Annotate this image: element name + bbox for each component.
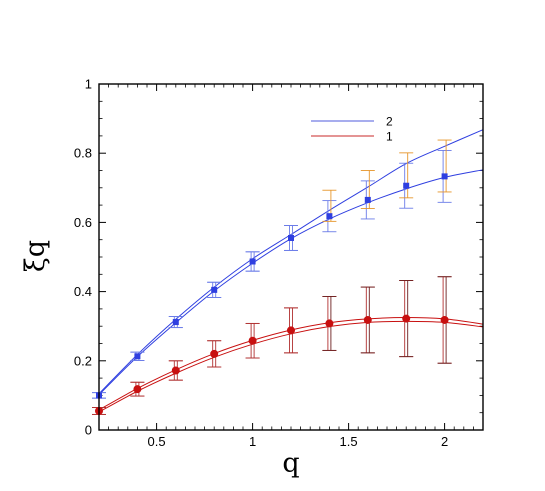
x-tick-label: 1: [249, 434, 256, 449]
y-axis-title: ξq: [20, 240, 51, 272]
plot-background: [99, 84, 483, 430]
y-tick-label: 1: [85, 77, 92, 92]
legend-label: 1: [386, 130, 393, 144]
y-tick-label: 0.8: [74, 146, 92, 161]
series-1-point: [133, 385, 142, 394]
series-2-fit-upper: [98, 129, 484, 395]
y-axis-title-group: ξq: [20, 240, 51, 272]
series-1-point: [402, 314, 411, 323]
series-1-point: [210, 349, 219, 358]
series-2-point: [134, 353, 141, 360]
x-tick-label: 2: [441, 434, 448, 449]
series-1-point: [325, 319, 334, 328]
series-2-point: [326, 213, 333, 220]
y-tick-label: 0: [85, 423, 92, 438]
y-tick-label: 0.6: [74, 215, 92, 230]
series-1-point: [363, 315, 372, 324]
tick-labels-layer: 0.5 1 1.5 2 0 0.2 0.4 0.6 0.8 1: [74, 77, 448, 450]
series-2-point: [172, 319, 179, 326]
series-1-point: [171, 366, 180, 375]
plot-frame: [98, 83, 484, 431]
legend: 21: [311, 115, 393, 144]
series-1-point: [248, 336, 257, 345]
x-tick-label: 1.5: [340, 434, 358, 449]
series-1-point: [287, 326, 295, 335]
series-1-point: [440, 315, 449, 324]
series-2-point: [364, 196, 371, 203]
series-2-point: [441, 173, 448, 180]
series-2-point: [403, 182, 410, 189]
series-2-point: [288, 234, 294, 241]
y-tick-label: 0.2: [74, 353, 92, 368]
x-axis-title: q: [282, 448, 299, 479]
markers-layer: [95, 173, 449, 415]
legend-label: 2: [386, 115, 393, 129]
series-2-point: [211, 286, 218, 293]
x-tick-label: 0.5: [148, 434, 166, 449]
series-2-point: [249, 258, 256, 265]
y-tick-label: 0.4: [74, 284, 92, 299]
